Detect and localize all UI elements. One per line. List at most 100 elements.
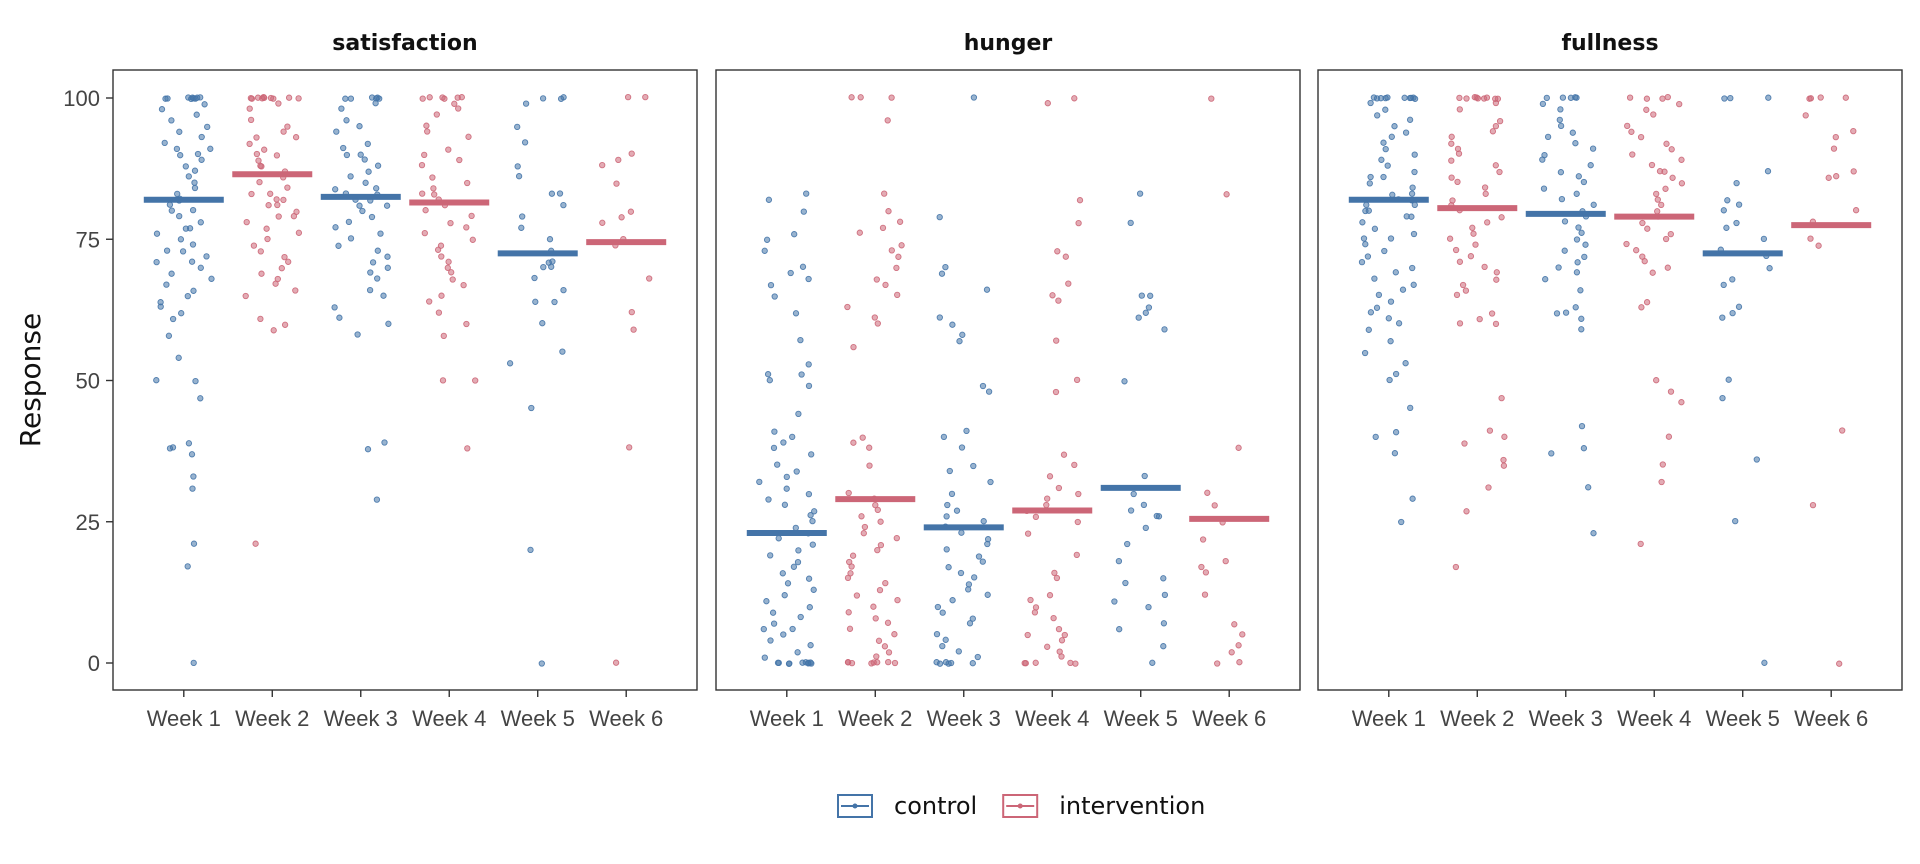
data-point [983, 286, 991, 293]
data-point [174, 190, 181, 198]
data-point [331, 304, 338, 311]
data-point [1374, 112, 1381, 119]
data-point [430, 185, 437, 192]
data-point [1540, 185, 1548, 192]
data-point [971, 574, 978, 581]
data-point [859, 434, 866, 441]
data-point [873, 276, 880, 283]
data-point [1115, 557, 1123, 565]
data-point [770, 444, 778, 452]
x-tick-label: Week 2 [1440, 706, 1514, 731]
data-point [208, 275, 215, 282]
data-point [942, 263, 949, 271]
data-point [1488, 310, 1496, 317]
data-point [164, 95, 171, 102]
data-point [191, 179, 198, 186]
data-point [1842, 94, 1849, 101]
data-point [521, 139, 529, 146]
data-point [1408, 190, 1416, 197]
data-point [465, 133, 472, 140]
data-point [1053, 574, 1061, 582]
data-point [385, 320, 392, 327]
data-point [1142, 524, 1149, 532]
data-point [775, 659, 782, 667]
data-point [893, 264, 900, 272]
data-point [1669, 174, 1676, 181]
data-point [381, 439, 388, 446]
data-point [1208, 95, 1215, 102]
data-point [444, 264, 451, 271]
data-point [179, 248, 187, 255]
data-point [1127, 507, 1135, 514]
data-point [1561, 218, 1569, 225]
data-point [809, 541, 816, 548]
data-point [1543, 94, 1550, 102]
data-point [1461, 440, 1468, 447]
data-point [811, 508, 818, 515]
data-point [891, 631, 898, 638]
data-point [888, 247, 895, 254]
legend-key-point [852, 803, 858, 809]
x-tick-label: Week 4 [412, 706, 486, 731]
data-point [642, 93, 649, 101]
data-point [188, 451, 196, 458]
data-point [846, 625, 854, 632]
data-point [429, 174, 436, 181]
data-point [274, 201, 281, 209]
data-point [1384, 162, 1391, 169]
data-point [874, 546, 881, 554]
data-point [532, 298, 539, 305]
data-point [518, 224, 525, 231]
data-point [765, 496, 772, 503]
data-point [1142, 309, 1149, 316]
data-point [372, 100, 379, 107]
data-point [1577, 287, 1584, 294]
data-point [861, 523, 869, 531]
data-point [193, 111, 200, 118]
data-point [1161, 326, 1168, 333]
data-point [369, 259, 377, 266]
data-point [273, 196, 280, 203]
data-point [1410, 230, 1418, 238]
data-point [362, 179, 369, 186]
legend-key [1002, 794, 1039, 818]
data-point [1204, 489, 1211, 496]
data-point [767, 552, 774, 559]
data-point [380, 292, 387, 299]
data-point [273, 152, 281, 159]
data-point [184, 563, 191, 570]
data-point [789, 433, 796, 441]
data-point [347, 235, 355, 242]
data-point [774, 461, 781, 468]
data-point [874, 506, 881, 514]
data-point [1492, 320, 1500, 328]
data-point [175, 354, 182, 361]
data-point [421, 151, 428, 159]
data-point [1409, 495, 1416, 502]
data-point [885, 208, 892, 215]
data-point [857, 94, 864, 101]
data-point [1111, 598, 1118, 605]
data-point [963, 427, 970, 435]
data-point [946, 467, 953, 475]
data-point [342, 95, 349, 102]
data-point [1455, 150, 1463, 157]
data-point [800, 208, 807, 215]
data-point [1567, 94, 1575, 101]
data-point [1161, 591, 1169, 599]
data-point [445, 146, 452, 153]
data-point [1483, 94, 1491, 101]
data-point [468, 212, 475, 220]
data-point [1138, 292, 1145, 299]
data-point [343, 117, 350, 124]
data-point [1456, 258, 1464, 265]
data-point [1667, 388, 1675, 395]
data-point [894, 291, 901, 299]
data-point [192, 377, 199, 385]
data-point [463, 320, 470, 328]
data-point [1676, 100, 1683, 108]
data-point [189, 485, 196, 492]
data-point [1378, 156, 1385, 163]
data-point [1395, 320, 1403, 327]
data-point [1402, 129, 1410, 136]
